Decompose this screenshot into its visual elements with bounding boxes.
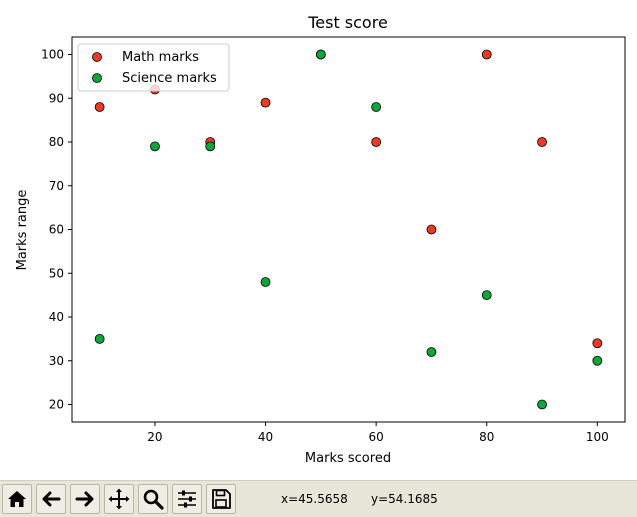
x-tick-label: 100 [586,430,609,444]
data-point-math [537,137,547,147]
figure: Test score 20 40 60 80 100 20 30 40 50 60 70 80 90 10… [15,13,626,466]
legend-box [77,43,230,92]
x-axis-label: Marks scored [305,451,391,466]
legend-label-science: Science marks [122,71,217,86]
data-point-science [315,49,326,60]
data-point-science [205,141,216,152]
legend-marker-science [92,73,102,83]
pan-icon [108,488,130,510]
data-point-science [371,102,382,112]
y-tick-label: 80 [49,135,64,149]
zoom-icon [143,489,164,510]
legend-marker-math [92,52,102,62]
chart-title: Test score [307,13,388,32]
zoom-button[interactable] [138,484,168,514]
data-point-math [426,224,437,235]
home-button[interactable] [2,484,32,514]
data-point-science [481,290,492,301]
data-point-science [260,277,271,287]
x-tick-label: 20 [147,430,162,444]
plot-frame [71,36,626,423]
data-point-math [94,102,105,112]
y-tick-label: 90 [49,91,64,105]
y-tick-label: 70 [49,179,64,193]
x-tick-label: 60 [369,430,384,444]
data-point-science [150,141,160,152]
data-point-math [371,137,382,147]
legend: Math marks Science marks [77,43,230,92]
y-tick-label: 60 [49,223,64,237]
y-tick-label: 30 [49,354,64,368]
y-coordinate-readout: y=54.1685 [371,492,438,506]
data-point-math [260,97,271,108]
y-tick-label: 50 [49,266,64,280]
data-point-science [94,333,105,344]
data-point-science [426,347,437,357]
pan-button[interactable] [104,484,134,514]
y-tick-label: 40 [49,310,64,324]
forward-arrow-icon [75,491,94,507]
back-arrow-icon [42,491,61,507]
x-coordinate-readout: x=45.5658 [281,492,348,506]
x-tick-label: 80 [479,430,494,444]
home-icon [8,491,26,507]
data-point-math [592,338,603,349]
back-button[interactable] [36,484,66,514]
y-tick-label: 100 [41,48,64,62]
y-axis-label: Marks range [15,190,30,271]
data-point-math [481,49,492,60]
forward-button[interactable] [70,484,100,514]
data-point-science [537,399,547,410]
navigation-toolbar: x=45.5658 y=54.1685 [0,480,637,517]
scatter-chart: Test score 20 40 60 80 100 20 30 40 50 60 70 80 90 10… [15,13,626,466]
x-tick-label: 40 [258,430,273,444]
data-point-science [592,355,603,366]
save-icon [212,489,231,509]
configure-subplots-button[interactable] [172,484,202,514]
configure-subplots-icon [178,490,196,508]
legend-label-math: Math marks [122,50,199,65]
save-button[interactable] [206,484,236,514]
y-tick-label: 20 [49,398,64,412]
